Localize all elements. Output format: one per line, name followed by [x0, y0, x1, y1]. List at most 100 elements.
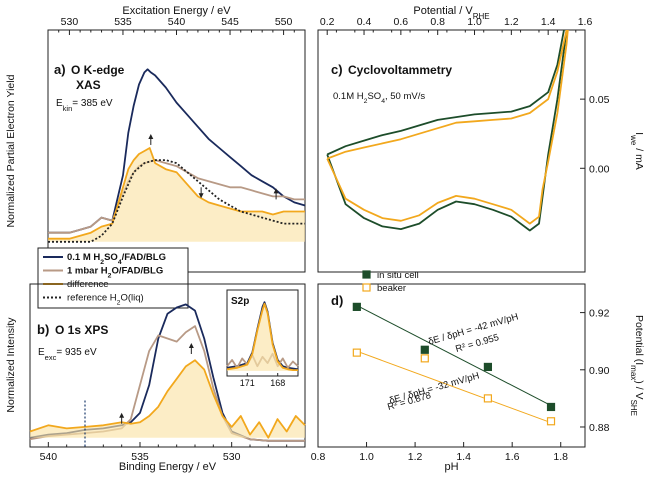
cv-title: Cyclovoltammetry: [348, 63, 452, 77]
ph-fit-1: [356, 350, 552, 424]
inset-series-2-fill: [227, 303, 298, 371]
xas-series-2-fill: [48, 148, 305, 242]
cv-tick-label: 1.2: [504, 16, 519, 28]
xas-arrow-down-head: [198, 193, 204, 199]
xas-arrow-up2-head: [273, 188, 279, 194]
cv-tick-label: 0.8: [430, 16, 445, 28]
inset-series-2: [226, 302, 298, 371]
xlabel-part: Potential / V: [413, 5, 473, 17]
ylabel-part: SHE: [630, 400, 639, 416]
ph-tick-label: 1.2: [408, 451, 423, 463]
cv-tick-label: 1.6: [578, 16, 593, 28]
text-part: 1 mbar: [67, 266, 101, 277]
legend-label-1: 1 mbar H2O/FAD/BLG: [67, 266, 163, 280]
formula-part: SO: [367, 91, 381, 102]
xas-arrow-up1-head: [148, 133, 154, 139]
ylabel-part: max: [630, 365, 639, 380]
xps-series-2: [29, 359, 306, 439]
ph-tick-label: 1.6: [505, 451, 520, 463]
xas-tick-label: 550: [275, 16, 293, 28]
ph-point-1: [483, 394, 493, 403]
cv-ytick-label: 0.05: [589, 94, 610, 106]
ph-frame: [317, 283, 586, 448]
formula-part: O: [120, 293, 127, 304]
cv-series-0: [326, 30, 568, 232]
xas-series-1: [48, 159, 305, 234]
inset-title: S2p: [231, 296, 249, 307]
text-part: 0.1 M: [67, 252, 93, 263]
ph-panel-label: d): [331, 293, 343, 308]
formula-part: H: [110, 293, 117, 304]
cv-series-1: [326, 30, 569, 225]
legend-label-3: reference H2O(liq): [67, 293, 144, 307]
ph-legend-marker-0: [362, 270, 371, 279]
xps-title: O 1s XPS: [55, 323, 108, 337]
note-sub: kin: [63, 104, 73, 113]
legend-label-0: 0.1 M H2SO4/FAD/BLG: [67, 252, 166, 266]
ph-point-0: [352, 302, 361, 311]
cv-ytick-label: 0.00: [589, 163, 610, 175]
ph-point-1: [420, 354, 429, 363]
ph-ytick-label: 0.90: [589, 365, 610, 377]
xas-panel-label: a): [54, 62, 66, 77]
note-part: E: [38, 347, 45, 358]
ylabel-part: ) / V: [633, 380, 645, 399]
cv-tick-label: 1.4: [541, 16, 556, 28]
inset-tick-label: 171: [240, 378, 255, 388]
ph-tick-label: 0.8: [311, 451, 326, 463]
cv-tick-label: 1.0: [467, 16, 482, 28]
xps-tick-label: 530: [223, 451, 241, 463]
text-part: /FAD/BLG: [122, 252, 166, 263]
xps-ylabel: Normalized Intensity: [5, 317, 17, 413]
xas-note: Ekin= 385 eV: [56, 98, 113, 113]
cv-tick-label: 0.2: [320, 16, 335, 28]
cv-ylabel: Iwe / mA: [630, 132, 646, 170]
formula-part: O: [111, 266, 118, 277]
inset-tick-label: 168: [270, 378, 285, 388]
xps-tick-label: 535: [131, 451, 149, 463]
xlabel-sub: RHE: [473, 12, 490, 21]
ph-point-1: [352, 348, 361, 357]
formula-part: SO: [104, 252, 118, 263]
ph-legend-marker-1: [362, 283, 371, 292]
ph-legend-label-1: beaker: [377, 283, 406, 294]
formula-part: H: [101, 266, 108, 277]
ylabel-part: Potential (I: [633, 315, 645, 365]
note-part: E: [56, 98, 63, 109]
text-part: (liq): [128, 293, 144, 304]
xas-title-2: XAS: [76, 78, 101, 92]
note-part: = 385 eV: [72, 98, 113, 109]
xps-panel-label: b): [37, 322, 49, 337]
ylabel-part: / mA: [633, 145, 645, 170]
cv-note: 0.1M H2SO4, 50 mV/s: [333, 91, 425, 105]
legend-box: [37, 247, 189, 309]
ph-ylabel: Potential (Imax) / VSHE: [630, 315, 646, 416]
xps-note: Eexc= 935 eV: [38, 347, 97, 362]
xps-xlabel: Binding Energy / eV: [119, 461, 217, 473]
xps-arrow-1-head: [119, 412, 125, 418]
text-part: , 50 mV/s: [385, 91, 425, 102]
text-part: 0.1M: [333, 91, 357, 102]
note-part: = 935 eV: [56, 347, 97, 358]
xas-tick-label: 535: [114, 16, 132, 28]
xps-frame: [29, 283, 306, 448]
ph-tick-label: 1.8: [553, 451, 568, 463]
ph-tick-label: 1.0: [359, 451, 374, 463]
ph-fit-0: [356, 305, 552, 406]
formula-part: H: [357, 91, 364, 102]
text-part: reference: [67, 293, 110, 304]
ph-point-1: [546, 417, 556, 426]
formula-part: 2: [364, 98, 368, 105]
cv-xlabel: Potential / VRHE: [413, 5, 489, 21]
xas-series-3: [48, 159, 305, 243]
formula-part: 2: [117, 299, 121, 306]
ylabel-part: I: [633, 132, 645, 135]
xas-xlabel: Excitation Energy / eV: [122, 5, 231, 17]
cv-series-group: [326, 30, 569, 232]
xas-tick-label: 545: [221, 16, 239, 28]
ph-point-0: [420, 345, 429, 354]
ph-xlabel: pH: [444, 461, 458, 473]
ylabel-sub: we: [630, 134, 639, 146]
